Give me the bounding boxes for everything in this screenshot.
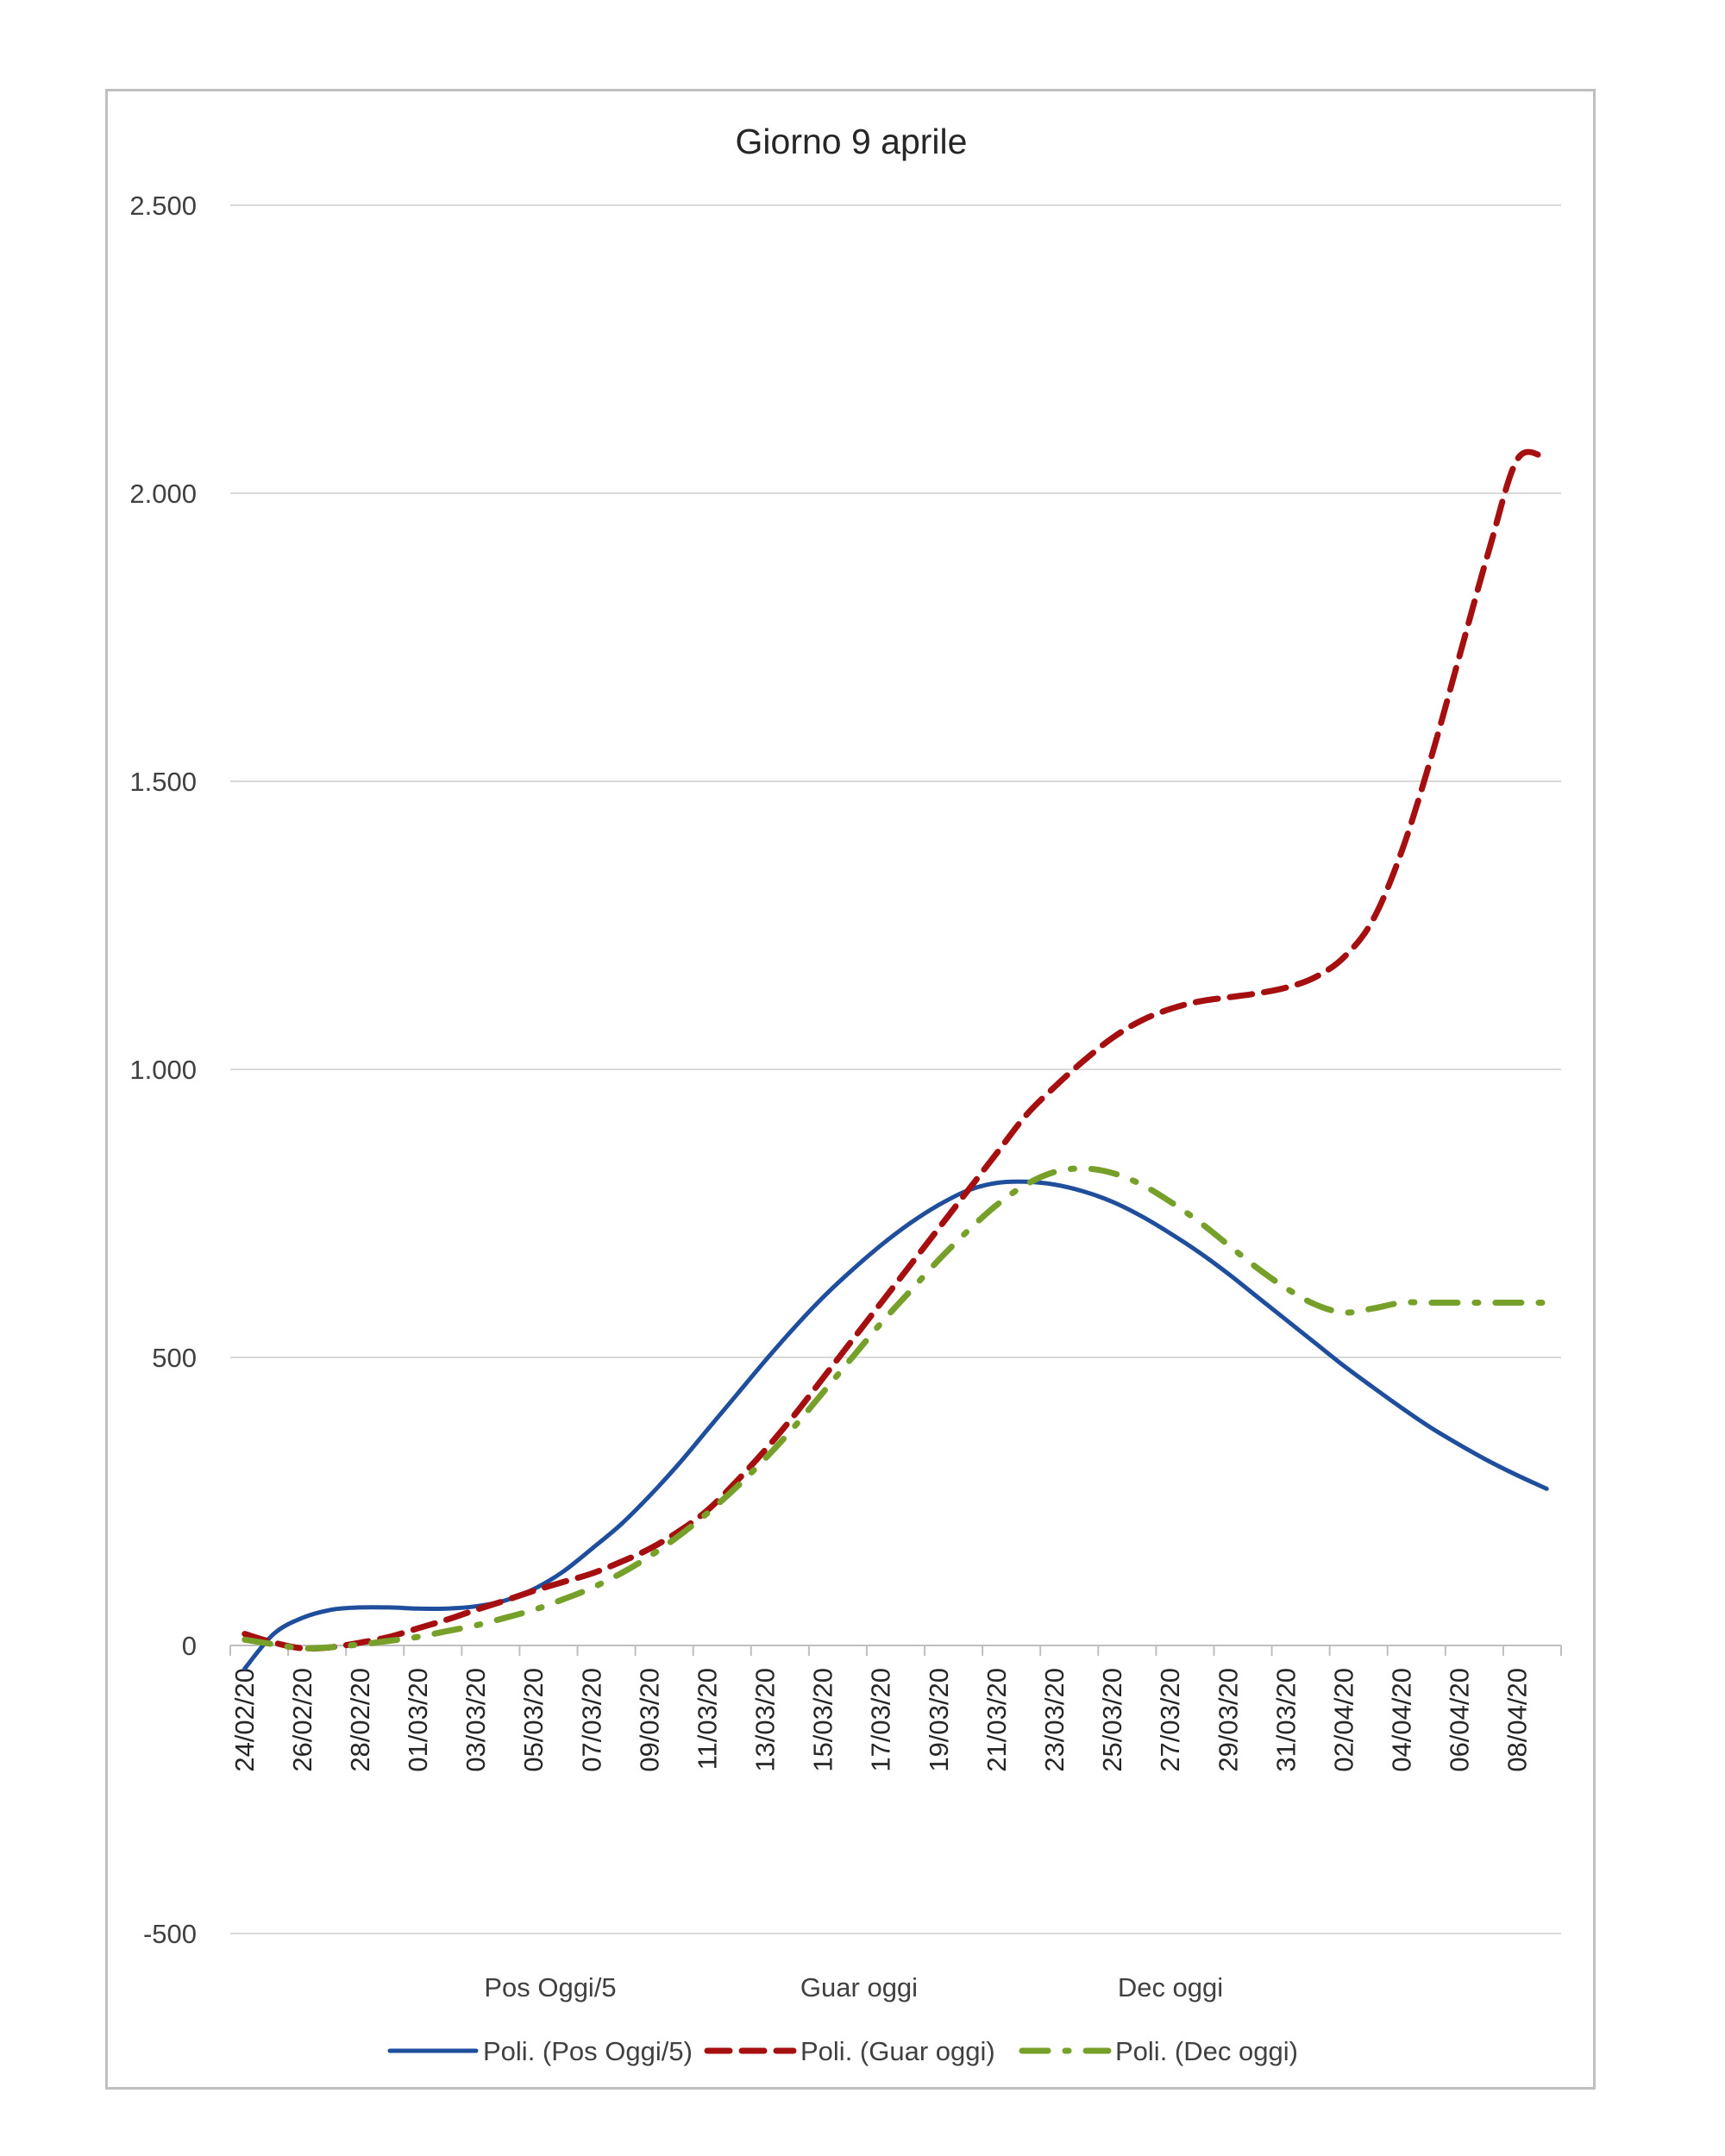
x-tick-label: 13/03/20 xyxy=(750,1668,781,1772)
x-tick-label: 09/03/20 xyxy=(634,1668,664,1772)
x-tick-label: 03/03/20 xyxy=(461,1668,491,1772)
x-tick-label: 17/03/20 xyxy=(866,1668,896,1772)
y-tick-label: 1.000 xyxy=(129,1055,197,1085)
series-line-1 xyxy=(242,448,1550,1652)
x-tick-label: 29/03/20 xyxy=(1213,1668,1243,1772)
x-tick-label: 24/02/20 xyxy=(229,1668,260,1772)
series-line-2 xyxy=(242,1165,1550,1651)
x-tick-label: 05/03/20 xyxy=(518,1668,549,1772)
x-tick-label: 11/03/20 xyxy=(692,1668,722,1770)
x-tick-label: 28/02/20 xyxy=(345,1668,375,1772)
series-lines xyxy=(242,448,1550,1671)
y-tick-label: 2.500 xyxy=(129,191,197,221)
y-tick-label: 1.500 xyxy=(129,767,197,797)
legend-label: Poli. (Dec oggi) xyxy=(1115,2036,1298,2066)
legend-header-pos: Pos Oggi/5 xyxy=(484,1972,616,2002)
x-tick-label: 07/03/20 xyxy=(576,1668,606,1772)
x-tick-label: 25/03/20 xyxy=(1097,1668,1127,1772)
y-tick-label: 500 xyxy=(152,1343,197,1373)
legend-label: Poli. (Guar oggi) xyxy=(800,2036,995,2066)
chart-frame xyxy=(105,89,1596,2090)
x-tick-label: 08/04/20 xyxy=(1502,1668,1533,1772)
x-tick-label: 01/03/20 xyxy=(403,1668,433,1772)
legend: Pos Oggi/5 Guar oggi Dec oggi Poli. (Pos… xyxy=(387,1972,1298,2066)
legend-header-guar: Guar oggi xyxy=(800,1972,918,2002)
chart-title: Giorno 9 aprile xyxy=(736,122,968,161)
y-axis-ticks: -500 0 500 1.000 1.500 2.000 2.500 xyxy=(129,191,197,1949)
x-axis xyxy=(229,1645,1562,1656)
x-tick-label: 27/03/20 xyxy=(1155,1668,1185,1772)
y-tick-label: 2.000 xyxy=(129,479,197,509)
x-tick-label: 23/03/20 xyxy=(1039,1668,1070,1772)
x-tick-label: 04/04/20 xyxy=(1387,1668,1417,1772)
y-tick-label: 0 xyxy=(182,1631,197,1661)
x-tick-label: 21/03/20 xyxy=(982,1668,1012,1772)
x-tick-label: 15/03/20 xyxy=(808,1668,838,1772)
x-tick-label: 06/04/20 xyxy=(1445,1668,1475,1772)
legend-label: Poli. (Pos Oggi/5) xyxy=(483,2036,693,2066)
series-line-0 xyxy=(242,1179,1549,1671)
x-tick-label: 26/02/20 xyxy=(287,1668,317,1772)
x-axis-ticks: 24/02/20 26/02/20 28/02/20 01/03/20 03/03/20… xyxy=(229,1668,1533,1772)
y-tick-label: -500 xyxy=(143,1919,197,1949)
x-tick-label: 19/03/20 xyxy=(924,1668,954,1772)
legend-header-dec: Dec oggi xyxy=(1118,1972,1223,2002)
gridlines xyxy=(230,204,1561,1934)
x-tick-label: 02/04/20 xyxy=(1328,1668,1358,1772)
x-tick-label: 31/03/20 xyxy=(1270,1668,1301,1772)
